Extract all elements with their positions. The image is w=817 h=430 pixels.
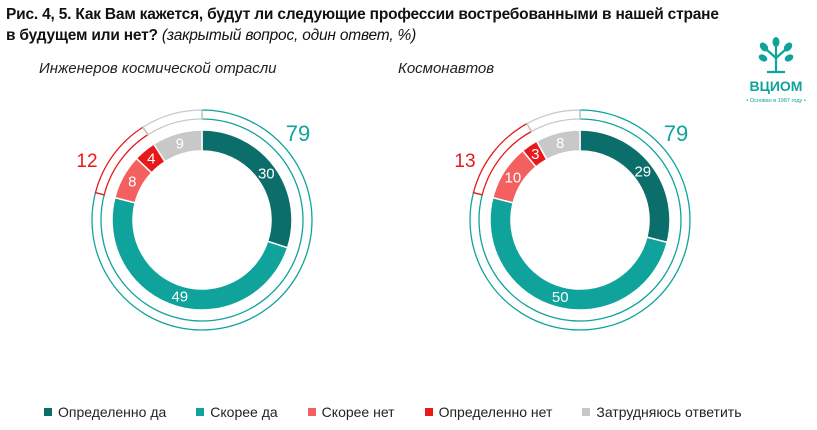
legend-label-rather-yes: Скорее да — [210, 404, 278, 420]
legend-item-definitely-no: Определенно нет — [424, 404, 553, 420]
legend: Определенно да Скорее да Скорее нет Опре… — [44, 402, 771, 422]
legend-label-rather-no: Скорее нет — [321, 404, 395, 420]
slice-hard-to-say — [535, 129, 581, 161]
slice-rather-yes — [489, 196, 669, 312]
label-definitely-yes: 29 — [634, 163, 651, 180]
donut-cosmonauts: 29 50 10 38 79 13 — [454, 109, 691, 331]
legend-label-definitely-no: Определенно нет — [438, 404, 553, 420]
vciom-logo: ВЦИОМ • Основан в 1987 году • — [746, 37, 806, 104]
slice-rather-yes — [111, 196, 289, 311]
legend-swatch-definitely-no — [424, 408, 433, 416]
label-rather-yes: 49 — [171, 288, 188, 305]
legend-swatch-rather-no — [307, 408, 316, 416]
logo-text: ВЦИОМ — [750, 78, 803, 94]
slice-definitely-yes — [201, 129, 293, 249]
legend-swatch-definitely-yes — [44, 408, 52, 416]
label-hard-to-say: 9 — [176, 136, 184, 153]
label-definitely-no: 4 — [147, 151, 155, 168]
legend-item-hard-to-say: Затрудняюсь ответить — [582, 404, 741, 420]
total-no-label: 13 — [454, 151, 475, 172]
total-no-label: 12 — [76, 151, 97, 172]
chart-title-cosmonauts: Космонавтов — [398, 60, 495, 77]
legend-label-definitely-yes: Определенно да — [58, 404, 167, 420]
legend-item-definitely-yes: Определенно да — [44, 404, 166, 420]
outer-arc-hard-to-say — [142, 109, 203, 136]
title-sub: (закрытый вопрос, один ответ, %) — [161, 27, 417, 44]
label-rather-no: 8 — [128, 174, 136, 191]
chart-title-engineers: Инженеров космической отрасли — [39, 60, 277, 77]
label-rather-no: 10 — [505, 169, 522, 186]
label-hard-to-say: 8 — [556, 135, 564, 152]
tree-icon — [766, 44, 786, 74]
slice-hard-to-say — [152, 129, 203, 163]
logo-tagline: • Основан в 1987 году • — [746, 98, 806, 104]
legend-swatch-hard-to-say — [582, 408, 591, 416]
legend-swatch-rather-yes — [196, 408, 205, 416]
outer-arc-hard-to-say — [526, 109, 581, 133]
label-definitely-yes: 30 — [258, 165, 275, 182]
legend-label-hard-to-say: Затрудняюсь ответить — [596, 404, 742, 420]
total-yes-label: 79 — [286, 121, 310, 146]
page-title: Рис. 4, 5. Как Вам кажется, будут ли сле… — [6, 4, 726, 46]
legend-item-rather-yes: Скорее да — [196, 404, 278, 420]
slice-definitely-yes — [579, 129, 671, 244]
title-main: Рис. 4, 5. Как Вам кажется, будут ли сле… — [6, 6, 719, 44]
legend-item-rather-no: Скорее нет — [307, 404, 395, 420]
label-definitely-no: 3 — [531, 146, 539, 163]
total-yes-label: 79 — [664, 121, 688, 146]
label-rather-yes: 50 — [552, 289, 569, 306]
